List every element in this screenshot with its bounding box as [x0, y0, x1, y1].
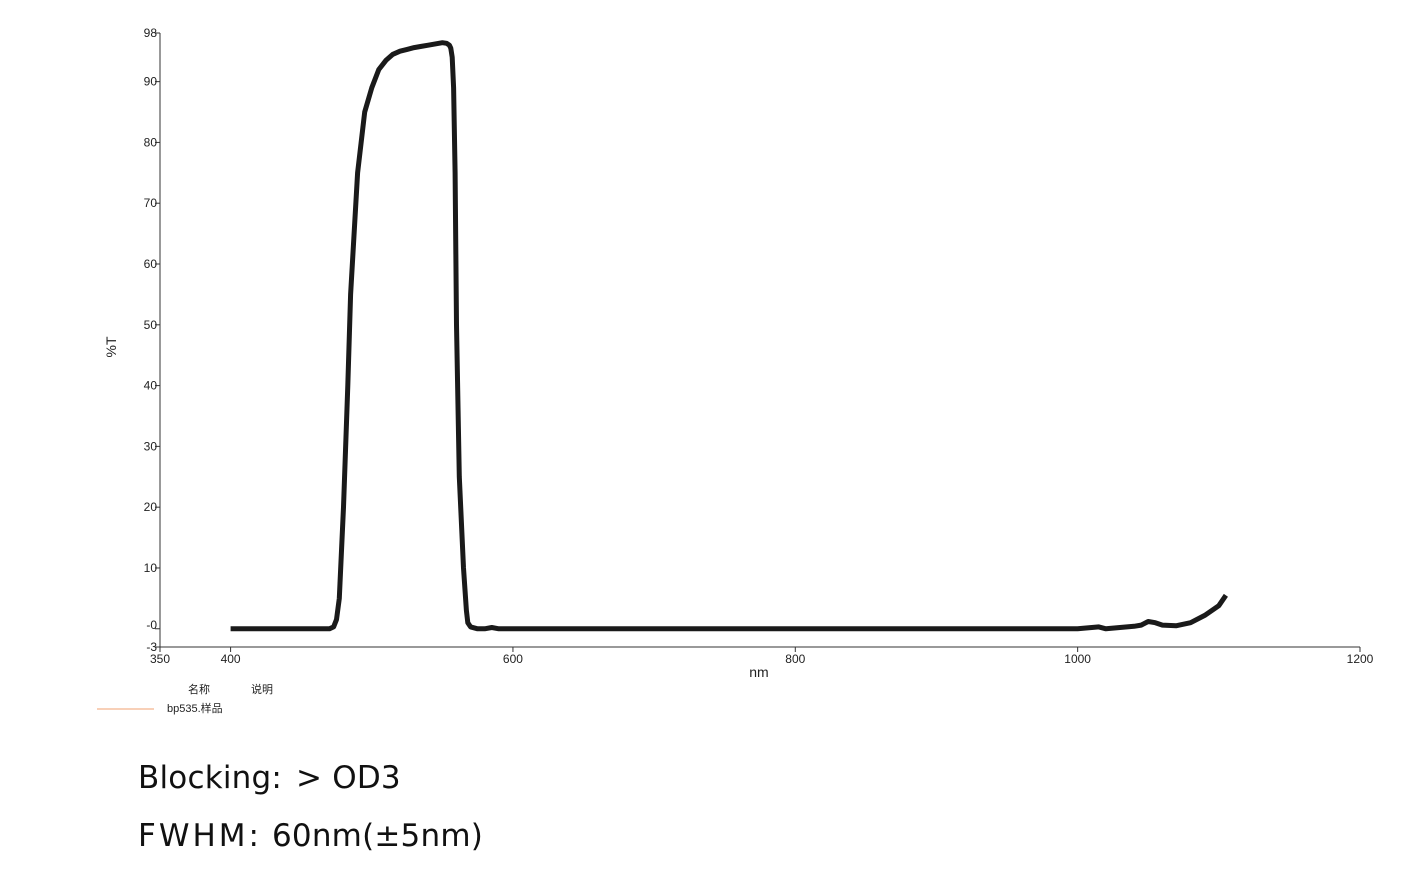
x-tick-label: 350	[150, 652, 170, 666]
y-tick-label: 50	[144, 318, 158, 332]
fwhm-label: FWHM:	[138, 818, 262, 854]
series-line	[230, 40, 1228, 632]
x-tick-label: 1200	[1347, 652, 1374, 666]
legend-header-description: 说明	[251, 682, 273, 696]
x-tick-label: 400	[221, 652, 241, 666]
blocking-value: > OD3	[296, 760, 401, 796]
legend-entry-label: bp535.样品	[167, 701, 223, 715]
axes	[159, 33, 1360, 648]
y-axis-label: %T	[103, 336, 119, 357]
legend: 名称 说明 bp535.样品	[97, 682, 273, 715]
x-tick-label: 600	[503, 652, 523, 666]
y-tick-label: 60	[144, 257, 158, 271]
y-tick-label: 10	[144, 561, 158, 575]
y-tick-label: 30	[144, 439, 158, 453]
transmission-chart: 90 80 70 60 50 40 30 20 10 98 -0 -3 350 400 600 800 100…	[97, 26, 1374, 715]
series-layer	[230, 40, 1228, 632]
fwhm-value: 60nm(±5nm)	[271, 818, 484, 854]
y-tick-label: 80	[144, 135, 158, 149]
blocking-label: Blocking:	[138, 760, 283, 796]
x-axis-ticks: 350 400 600 800 1000 1200	[150, 647, 1374, 666]
legend-header-name: 名称	[188, 682, 210, 696]
y-tick-label: 98	[144, 26, 158, 40]
x-tick-label: 800	[785, 652, 805, 666]
y-tick-label: 20	[144, 500, 158, 514]
y-tick-label: 70	[144, 196, 158, 210]
y-tick-label: -3	[146, 640, 157, 654]
y-tick-label: -0	[146, 618, 157, 632]
y-tick-label: 90	[144, 75, 158, 89]
y-tick-label: 40	[144, 379, 158, 393]
y-axis-ticks: 90 80 70 60 50 40 30 20 10 98 -0 -3	[144, 26, 160, 654]
x-tick-label: 1000	[1064, 652, 1091, 666]
x-axis-label: nm	[749, 664, 768, 680]
fwhm-spec: FWHM: 60nm(±5nm)	[138, 818, 483, 854]
blocking-spec: Blocking: > OD3	[138, 760, 401, 796]
